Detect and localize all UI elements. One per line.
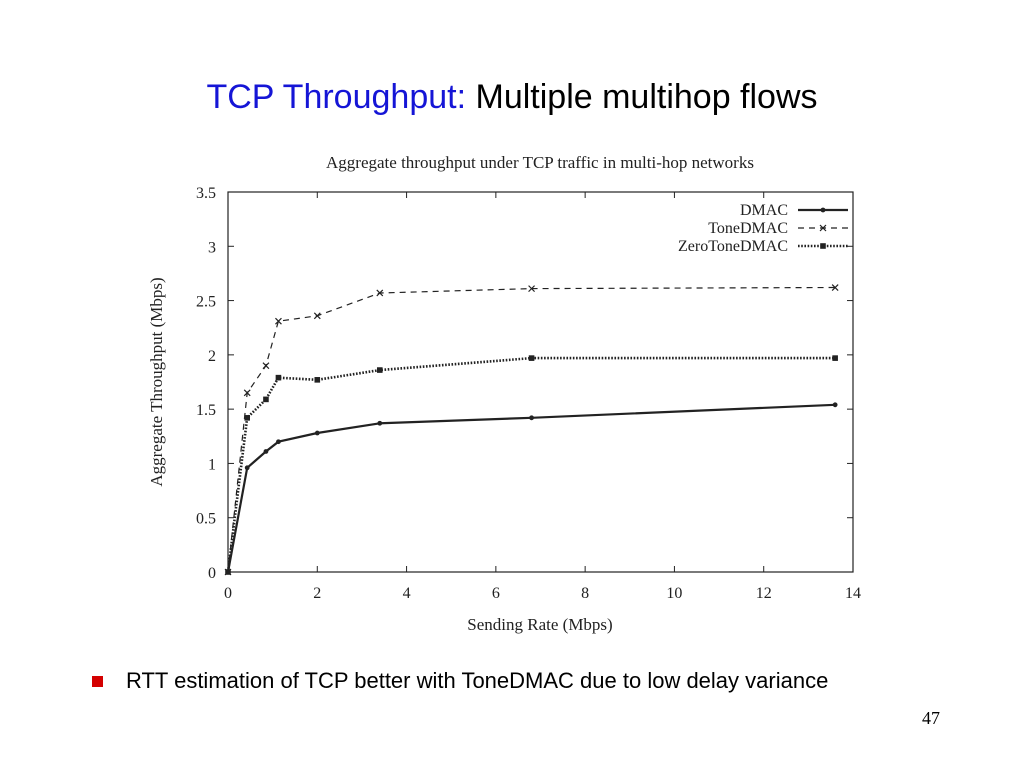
y-tick-label: 1.5: [196, 402, 216, 419]
data-point-dmac: [263, 449, 269, 454]
data-point-zerotonedmac: [275, 374, 282, 381]
data-point-tonedmac: [243, 389, 251, 397]
legend-entry-dmac: DMAC: [740, 202, 848, 219]
legend-marker: [819, 224, 827, 232]
bullet-text: RTT estimation of TCP better with ToneDM…: [126, 668, 829, 693]
data-point-zerotonedmac: [225, 569, 231, 575]
data-point-tonedmac: [376, 289, 384, 297]
data-point-zerotonedmac: [263, 396, 269, 403]
data-point-zerotonedmac: [528, 355, 535, 361]
y-tick-label: 0: [208, 565, 216, 582]
legend-entry-zerotonedmac: ZeroToneDMAC: [678, 238, 848, 255]
legend-marker: [820, 207, 826, 213]
slide-title: TCP Throughput: Multiple multihop flows: [0, 78, 1024, 117]
data-point-dmac: [244, 465, 250, 471]
data-point-tonedmac: [275, 317, 282, 325]
data-point-tonedmac: [313, 312, 321, 320]
series-line-tonedmac: [227, 286, 836, 573]
legend-label: ToneDMAC: [708, 220, 788, 237]
x-axis-label: Sending Rate (Mbps): [467, 615, 612, 634]
y-tick-label: 3.5: [196, 185, 216, 202]
title-rest: Multiple multihop flows: [466, 78, 818, 116]
y-tick-label: 2: [208, 348, 216, 365]
data-point-dmac: [314, 430, 320, 436]
data-point-dmac: [832, 402, 838, 408]
legend-marker: [820, 243, 826, 249]
chart-title: Aggregate throughput under TCP traffic i…: [326, 153, 754, 172]
series-tonedmac: [224, 284, 839, 576]
x-tick-label: 4: [403, 585, 411, 602]
series-line-zerotonedmac: [226, 356, 836, 573]
series-line-dmac: [226, 403, 836, 573]
data-point-tonedmac: [528, 285, 535, 293]
bullet-point: RTT estimation of TCP better with ToneDM…: [92, 666, 872, 696]
y-axis-label: Aggregate Throughput (Mbps): [147, 277, 166, 486]
y-tick-label: 3: [208, 239, 216, 256]
x-tick-label: 2: [313, 585, 321, 602]
x-tick-label: 6: [492, 585, 500, 602]
x-tick-label: 10: [666, 585, 682, 602]
data-point-tonedmac: [262, 362, 270, 370]
bullet-marker-icon: [92, 676, 103, 687]
legend-label: ZeroToneDMAC: [678, 238, 788, 255]
x-tick-label: 12: [756, 585, 772, 602]
data-point-zerotonedmac: [244, 415, 250, 421]
data-point-dmac: [377, 420, 383, 426]
y-tick-label: 2.5: [196, 294, 216, 311]
series-dmac: [225, 402, 838, 575]
data-point-dmac: [529, 415, 534, 421]
data-point-zerotonedmac: [832, 355, 838, 361]
legend-label: DMAC: [740, 202, 788, 219]
y-tick-label: 0.5: [196, 511, 216, 528]
y-tick-label: 1: [208, 456, 216, 473]
series-layer: [224, 284, 839, 576]
data-point-tonedmac: [831, 284, 839, 291]
x-tick-label: 0: [224, 585, 232, 602]
data-point-dmac: [276, 439, 281, 445]
title-prefix: TCP Throughput:: [206, 78, 467, 116]
plot-frame: [227, 191, 854, 573]
x-tick-label: 8: [581, 585, 589, 602]
x-tick-label: 14: [845, 585, 861, 602]
legend-entry-tonedmac: ToneDMAC: [708, 220, 848, 237]
data-point-zerotonedmac: [376, 367, 383, 373]
ticks-layer: 0 2 4 6 8 10 12 14 0 0.5 1 1.5 2 2.5 3 3.5: [196, 185, 861, 602]
series-zerotonedmac: [225, 355, 838, 575]
data-point-zerotonedmac: [314, 377, 321, 383]
page-number: 47: [922, 708, 940, 728]
